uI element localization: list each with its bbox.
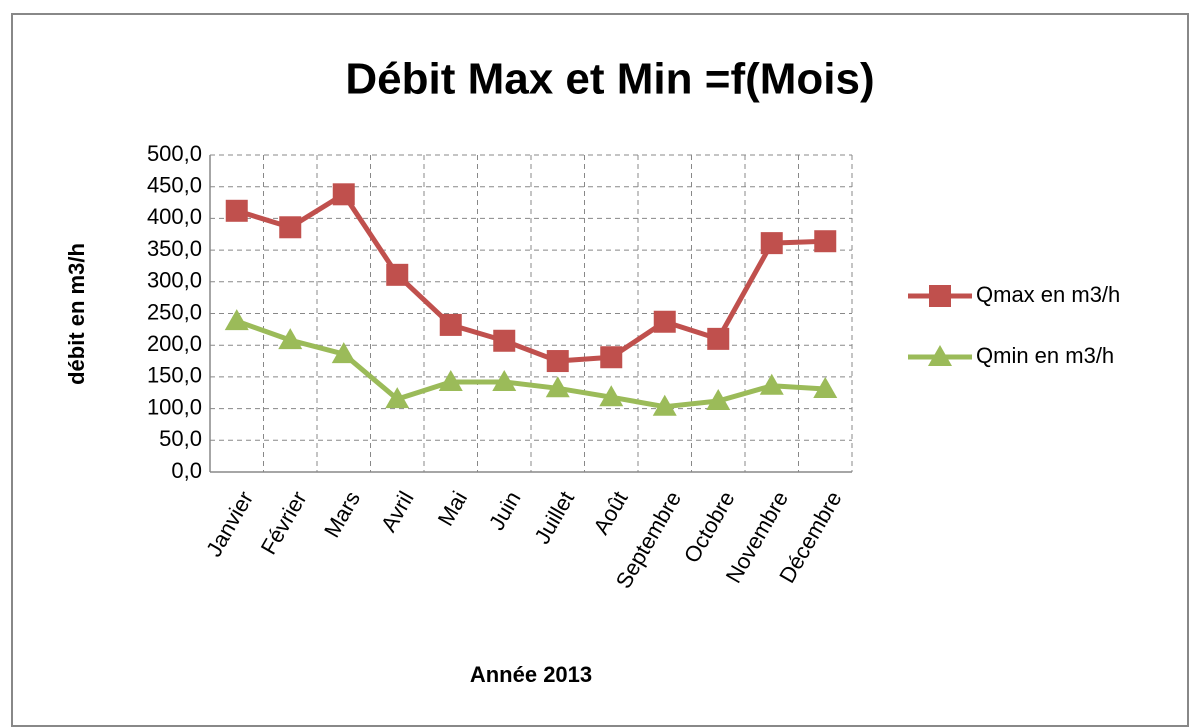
marker: [386, 263, 409, 286]
y-tick-label: 400,0: [147, 204, 202, 229]
y-tick-label: 500,0: [147, 141, 202, 166]
marker: [813, 376, 838, 398]
marker: [332, 183, 355, 206]
legend-label: Qmin en m3/h: [976, 343, 1114, 368]
y-axis-label: débit en m3/h: [64, 243, 89, 385]
y-tick-label: 300,0: [147, 268, 202, 293]
y-tick-label: 100,0: [147, 394, 202, 419]
marker: [278, 328, 303, 350]
y-tick-label: 250,0: [147, 299, 202, 324]
marker: [814, 230, 837, 253]
marker: [331, 342, 356, 364]
x-axis-label: Année 2013: [470, 662, 592, 687]
marker: [706, 388, 731, 410]
marker: [439, 313, 462, 336]
marker: [546, 350, 569, 373]
marker: [279, 216, 302, 239]
legend-label: Qmax en m3/h: [976, 282, 1120, 307]
marker: [929, 285, 951, 307]
marker: [707, 327, 730, 350]
marker: [438, 369, 463, 391]
marker: [493, 329, 516, 352]
y-tick-label: 0,0: [171, 458, 202, 483]
marker: [545, 376, 570, 398]
marker: [653, 310, 676, 333]
marker: [225, 199, 248, 222]
marker: [600, 346, 623, 369]
marker: [652, 394, 677, 416]
marker: [759, 373, 784, 395]
series-line: [235, 318, 826, 410]
y-tick-label: 50,0: [159, 426, 202, 451]
y-tick-label: 450,0: [147, 173, 202, 198]
marker: [599, 385, 624, 407]
marker: [224, 309, 249, 331]
y-tick-label: 200,0: [147, 331, 202, 356]
marker: [760, 232, 783, 255]
y-tick-label: 350,0: [147, 236, 202, 261]
y-tick-label: 150,0: [147, 363, 202, 388]
chart-title: Débit Max et Min =f(Mois): [345, 55, 874, 104]
marker: [492, 369, 517, 391]
marker: [928, 345, 952, 366]
chart-frame: [11, 13, 1189, 727]
marker: [385, 387, 410, 409]
